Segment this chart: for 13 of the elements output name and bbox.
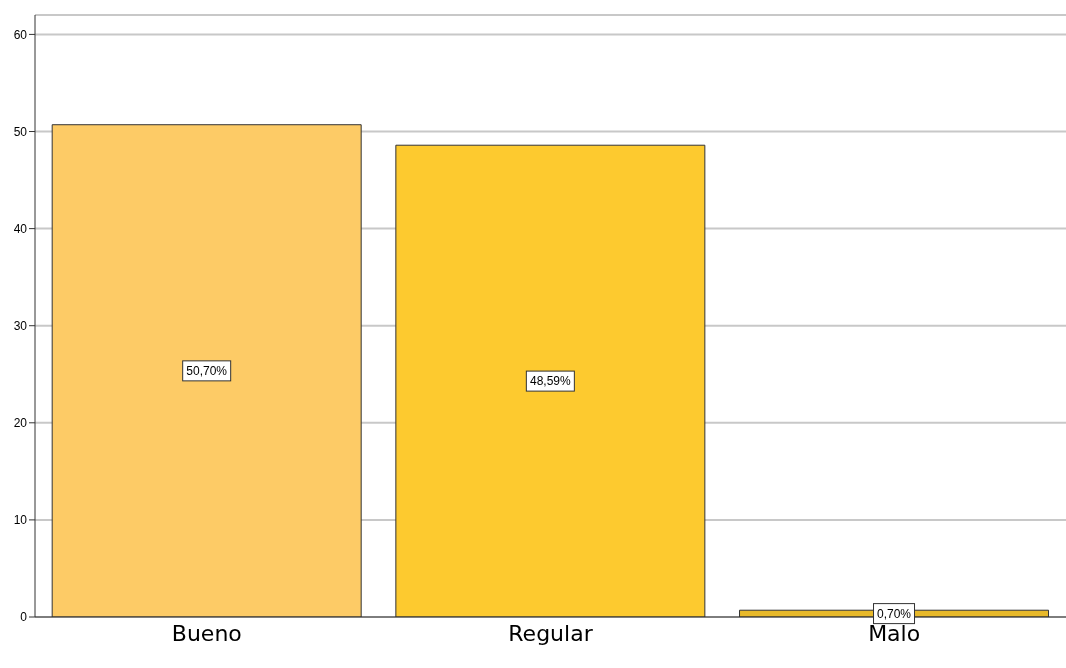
data-label: 48,59% <box>530 374 572 389</box>
y-tick-label: 10 <box>13 513 28 528</box>
y-tick-label: 40 <box>13 221 28 236</box>
data-label: 0,70% <box>877 606 912 621</box>
x-tick-label: Regular <box>508 620 594 646</box>
x-tick-label: Malo <box>868 620 921 646</box>
data-label: 50,70% <box>186 363 228 378</box>
y-tick-label: 60 <box>13 27 28 42</box>
y-tick-label: 20 <box>13 416 28 431</box>
y-tick-label: 0 <box>20 610 28 625</box>
y-tick-label: 50 <box>13 124 28 139</box>
x-tick-label: Bueno <box>171 620 242 646</box>
y-tick-label: 30 <box>13 318 28 333</box>
